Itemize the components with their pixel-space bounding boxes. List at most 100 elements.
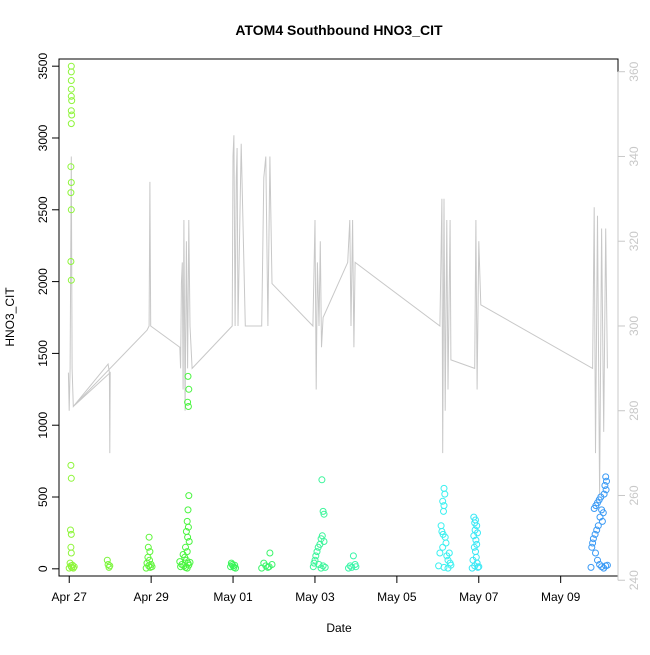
scatter-points-group	[65, 62, 611, 572]
scatter-point	[67, 77, 75, 84]
scatter-point	[318, 476, 326, 484]
scatter-point	[67, 549, 75, 557]
scatter-point	[65, 564, 73, 572]
scatter-point	[68, 111, 76, 119]
scatter-point	[67, 92, 75, 100]
scatter-point	[445, 549, 453, 557]
scatter-point	[67, 68, 75, 76]
scatter-point	[447, 561, 455, 569]
y-axis-label: HNO3_CIT	[3, 287, 17, 347]
scatter-point	[67, 107, 75, 115]
scatter-point	[468, 564, 476, 572]
scatter-point	[441, 490, 449, 498]
scatter-point	[232, 564, 239, 572]
scatter-point	[67, 163, 75, 171]
scatter-point	[103, 556, 111, 564]
y-tick-label: 3000	[36, 124, 50, 151]
scatter-point	[67, 474, 75, 482]
scatter-point	[602, 473, 610, 481]
scatter-point	[145, 533, 153, 541]
scatter-point	[603, 561, 611, 569]
x-tick-label: May 01	[213, 590, 253, 604]
scatter-point	[106, 562, 114, 570]
scatter-point	[598, 517, 606, 525]
scatter-point	[311, 556, 319, 564]
right-axis-trace-line	[67, 135, 608, 496]
scatter-point	[184, 398, 192, 406]
scatter-point	[182, 543, 189, 551]
scatter-point	[319, 562, 327, 570]
scatter-point	[587, 563, 595, 571]
scatter-point	[602, 486, 610, 494]
y2-tick-label: 360	[627, 61, 641, 81]
scatter-point	[104, 561, 112, 568]
scatter-point	[68, 97, 76, 105]
scatter-point	[590, 505, 598, 512]
scatter-point	[185, 385, 193, 393]
y2-axis: 240 260 280 300 320 340 360	[617, 61, 641, 590]
y-tick-label: 2000	[36, 268, 50, 295]
y2-tick-label: 260	[627, 485, 641, 505]
scatter-point	[588, 543, 596, 551]
scatter-point	[352, 563, 360, 571]
scatter-point	[349, 552, 357, 560]
scatter-point	[265, 563, 273, 571]
scatter-point	[594, 522, 602, 530]
y2-tick-label: 240	[627, 570, 641, 590]
scatter-point	[439, 497, 447, 505]
scatter-point	[258, 564, 266, 572]
y-tick-label: 1000	[36, 412, 50, 439]
scatter-point	[439, 543, 447, 551]
x-tick-label: May 05	[377, 590, 417, 604]
x-tick-label: Apr 27	[52, 590, 88, 604]
x-tick-label: May 07	[459, 590, 499, 604]
scatter-point	[312, 552, 320, 560]
scatter-point	[67, 461, 75, 469]
scatter-point	[148, 563, 156, 571]
scatter-point	[184, 372, 192, 380]
scatter-point	[317, 564, 325, 572]
scatter-point	[227, 563, 235, 571]
x-tick-label: May 03	[295, 590, 335, 604]
scatter-point	[320, 510, 328, 518]
scatter-point	[470, 543, 478, 551]
x-axis-label: Date	[326, 621, 352, 635]
scatter-point	[67, 120, 75, 128]
scatter-point	[601, 482, 609, 489]
scatter-point	[440, 563, 448, 571]
scatter-point	[470, 532, 478, 540]
scatter-point	[589, 535, 597, 543]
scatter-point	[67, 179, 75, 186]
y-tick-label: 0	[36, 565, 50, 572]
scatter-point	[67, 530, 75, 538]
scatter-point	[144, 543, 152, 551]
scatter-point	[67, 85, 75, 93]
scatter-point	[321, 563, 329, 571]
scatter-point	[442, 539, 450, 547]
scatter-point	[599, 509, 607, 517]
scatter-point	[185, 538, 193, 545]
scatter-point	[593, 526, 601, 534]
scatter-point	[231, 561, 239, 569]
right-axis-trace-group	[67, 135, 608, 496]
chart-title: ATOM4 Southbound HNO3_CIT	[235, 22, 443, 38]
scatter-point	[594, 556, 601, 564]
scatter-point	[309, 563, 317, 571]
scatter-point	[67, 189, 75, 197]
y2-tick-label: 280	[627, 400, 641, 420]
scatter-point	[186, 558, 194, 566]
scatter-point	[266, 549, 274, 557]
scatter-point	[177, 563, 185, 571]
scatter-point	[319, 507, 327, 515]
y-tick-label: 1500	[36, 340, 50, 367]
scatter-point	[473, 522, 481, 530]
x-tick-label: May 09	[541, 590, 581, 604]
scatter-point	[176, 558, 184, 566]
scatter-point	[67, 526, 74, 534]
x-axis: Apr 27 Apr 29 May 01 May 03 May 05 May 07 May …	[52, 575, 581, 604]
scatter-point	[185, 492, 193, 500]
scatter-point	[184, 506, 192, 514]
y-tick-label: 2500	[36, 196, 50, 223]
